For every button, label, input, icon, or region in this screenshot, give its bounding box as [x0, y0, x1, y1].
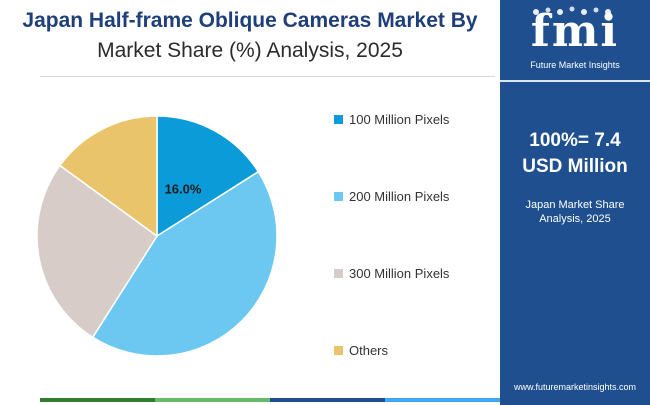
slice-others [58, 115, 158, 238]
slice-100mp [156, 115, 260, 238]
slice-300mp [36, 164, 159, 339]
website-link[interactable]: www.futuremarketinsights.com [513, 382, 637, 392]
title-divider [40, 76, 495, 77]
logo-dots-icon [533, 6, 611, 15]
legend-item-100mp: 100 Million Pixels [334, 112, 449, 127]
logo-wordmark: fmi [530, 6, 620, 57]
legend-item-300mp: 300 Million Pixels [334, 266, 449, 281]
market-description-line-1: Japan Market Share [525, 199, 625, 211]
market-total-line-2: USD Million [522, 156, 628, 177]
legend-swatch-200mp [334, 192, 343, 201]
info-panel: fmi Future Market Insights 100%= 7.4 USD… [500, 0, 650, 405]
fmi-logo [512, 6, 638, 76]
market-description: Japan Market Share Analysis, 2025 [500, 198, 650, 226]
title-line-2: Market Share (%) Analysis, 2025 [97, 39, 403, 62]
legend-swatch-others [334, 346, 343, 355]
legend-swatch-300mp [334, 269, 343, 278]
pie-chart: 16.0% [36, 115, 278, 357]
legend-label-others: Others [349, 343, 389, 358]
chart-title: Japan Half-frame Oblique Cameras Market … [0, 6, 500, 66]
title-line-1: Japan Half-frame Oblique Cameras Market … [22, 9, 478, 32]
legend-label-100mp: 100 Million Pixels [349, 112, 450, 127]
market-description-line-2: Analysis, 2025 [539, 213, 611, 225]
bottom-accent-bar [40, 398, 500, 402]
logo-subtitle: Future Market Insights [530, 60, 620, 70]
legend-label-200mp: 200 Million Pixels [349, 189, 450, 204]
market-total: 100%= 7.4 USD Million [500, 128, 650, 180]
panel-divider [500, 80, 650, 82]
legend-label-300mp: 300 Million Pixels [349, 266, 450, 281]
slice-200mp [91, 170, 278, 357]
legend-item-200mp: 200 Million Pixels [334, 189, 449, 204]
legend-swatch-100mp [334, 115, 343, 124]
data-label-slice-100mp: 16.0% [165, 182, 202, 197]
legend-item-others: Others [334, 343, 388, 358]
market-total-line-1: 100%= 7.4 [529, 130, 621, 151]
